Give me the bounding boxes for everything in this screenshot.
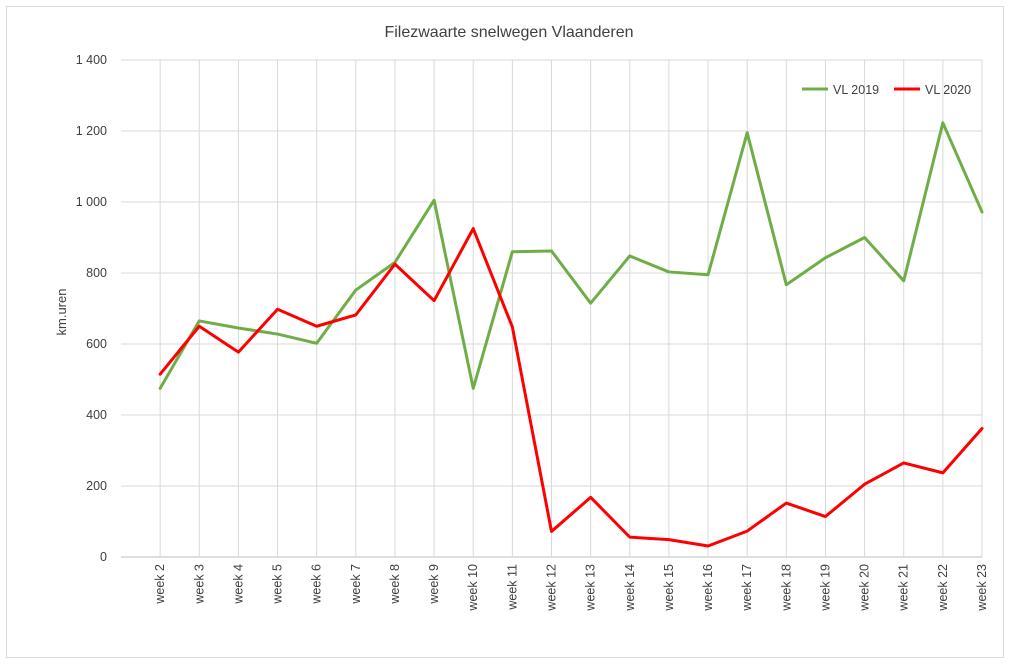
y-tick-label: 1 200 — [76, 124, 107, 138]
gridlines — [121, 59, 983, 558]
y-tick-label: 1 000 — [76, 195, 107, 209]
x-tick-label: week 21 — [897, 564, 911, 612]
y-tick-label: 200 — [86, 479, 107, 493]
x-tick-label: week 10 — [466, 564, 480, 612]
x-tick-label: week 9 — [427, 564, 441, 605]
legend: VL 2019 VL 2020 — [802, 83, 971, 97]
x-tick-label: week 18 — [779, 564, 793, 612]
x-tick-label: week 20 — [858, 564, 872, 612]
x-tick-label: week 6 — [310, 564, 324, 605]
series-line-vl-2019 — [158, 121, 984, 390]
series-lines — [158, 121, 984, 548]
x-tick-label: week 16 — [701, 564, 715, 612]
chart-frame — [6, 6, 1004, 658]
y-tick-label: 0 — [100, 550, 107, 564]
y-tick-label: 800 — [86, 266, 107, 280]
legend-label-vl-2020: VL 2020 — [925, 83, 971, 97]
x-tick-label: week 22 — [936, 564, 950, 612]
x-tick-label: week 7 — [349, 564, 363, 605]
y-axis-title: km.uren — [54, 289, 69, 336]
x-tick-label: week 13 — [584, 564, 598, 612]
x-tick-label: week 15 — [662, 564, 676, 612]
y-tick-label: 1 400 — [76, 53, 107, 67]
x-tick-label: week 2 — [153, 564, 167, 605]
x-tick-label: week 8 — [388, 564, 402, 605]
x-tick-label: week 5 — [271, 564, 285, 605]
legend-label-vl-2019: VL 2019 — [833, 83, 879, 97]
x-tick-label: week 17 — [740, 564, 754, 612]
x-tick-label: week 4 — [231, 564, 245, 605]
x-axis-ticks: week 2 week 3 week 4 week 5 week 6 week 7 week… — [153, 564, 989, 612]
series-line-vl-2020 — [158, 227, 984, 548]
y-tick-label: 600 — [86, 337, 107, 351]
y-axis-ticks: 0 200 400 600 800 1 000 1 200 1 400 — [76, 53, 107, 564]
chart-title: Filezwaarte snelwegen Vlaanderen — [384, 24, 633, 41]
x-tick-label: week 12 — [545, 564, 559, 612]
x-tick-label: week 11 — [505, 564, 519, 611]
x-tick-label: week 23 — [975, 564, 989, 612]
x-tick-label: week 14 — [623, 564, 637, 612]
x-tick-label: week 19 — [818, 564, 832, 612]
x-tick-label: week 3 — [192, 564, 206, 605]
y-tick-label: 400 — [86, 408, 107, 422]
